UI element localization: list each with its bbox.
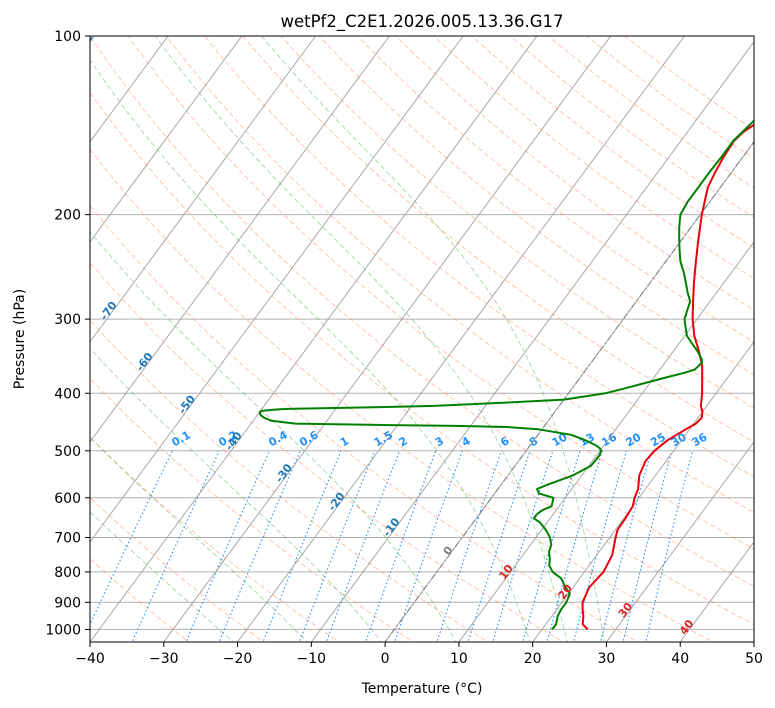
y-tick-label: 900 xyxy=(54,595,81,611)
dry-adiabat-line xyxy=(90,261,565,642)
dry-adiabat-line xyxy=(90,558,190,642)
isotherms xyxy=(90,36,754,642)
y-tick-label: 1000 xyxy=(45,622,81,638)
x-tick-label: 50 xyxy=(745,651,763,667)
mixing-ratio-line xyxy=(600,450,652,642)
isotherm-line xyxy=(90,36,317,343)
y-axis-label: Pressure (hPa) xyxy=(12,289,28,389)
dry-adiabat-line xyxy=(90,436,340,642)
y-tick-label: 800 xyxy=(54,565,81,581)
y-tick-label: 200 xyxy=(54,208,81,224)
isotherm-line xyxy=(605,441,754,642)
pressure-gridlines xyxy=(90,36,754,630)
isotherm-line xyxy=(90,36,464,543)
isotherm-line xyxy=(532,341,754,642)
dry-adiabat-line xyxy=(90,377,415,642)
isotherm-line xyxy=(310,41,754,642)
sounding-series xyxy=(258,119,754,631)
dry-adiabat-line xyxy=(90,204,639,642)
mixing-ratio-line xyxy=(325,450,401,642)
dry-adiabat-line xyxy=(394,36,754,311)
mixing-ratio-line xyxy=(645,450,694,642)
y-tick-label: 400 xyxy=(54,386,81,402)
x-tick-label: 30 xyxy=(598,651,616,667)
dry-adiabat-line xyxy=(90,91,754,626)
x-tick-label: 0 xyxy=(381,651,390,667)
moist-adiabat-line xyxy=(261,36,605,642)
y-tick-label: 500 xyxy=(54,444,81,460)
x-tick-label: 20 xyxy=(524,651,542,667)
y-tick-label: 300 xyxy=(54,312,81,328)
moist-adiabat-line xyxy=(90,230,457,642)
mixing-ratio-line xyxy=(365,450,437,642)
x-axis-label: Temperature (°C) xyxy=(361,681,483,697)
moist-adiabat-line xyxy=(154,36,568,642)
dry-adiabat-line xyxy=(165,36,754,514)
dewpoint-profile-line xyxy=(258,119,754,630)
isotherm-line xyxy=(90,36,538,642)
mixing-ratio-line xyxy=(90,450,173,626)
mixing-ratio-line xyxy=(546,450,603,642)
mixing-ratio-line xyxy=(572,450,628,642)
isotherm-line xyxy=(384,141,754,642)
x-tick-label: 40 xyxy=(671,651,689,667)
dry-adiabat-line xyxy=(90,36,754,587)
x-tick-label: −10 xyxy=(297,651,327,667)
mixing-ratio-line xyxy=(299,450,376,642)
isotherm-line xyxy=(90,36,169,143)
plot-frame xyxy=(89,35,755,643)
mixing-ratio-line xyxy=(522,450,581,642)
x-tick-label: 10 xyxy=(450,651,468,667)
y-tick-label: 700 xyxy=(54,531,81,547)
dry-adiabat-line xyxy=(90,319,490,642)
isotherm-line xyxy=(90,36,243,243)
x-axis-ticks: −40 −30 −20 −10 0 10 20 30 40 50 xyxy=(75,642,763,667)
dry-adiabat-line xyxy=(242,36,754,443)
dry-adiabat-line xyxy=(90,148,714,642)
y-tick-label: 600 xyxy=(54,491,81,507)
isotherm-line xyxy=(236,36,686,642)
x-tick-label: −20 xyxy=(223,651,253,667)
isotherm-line xyxy=(90,36,390,443)
y-tick-label: 100 xyxy=(54,29,81,45)
mixing-ratio-line xyxy=(492,450,554,642)
y-axis-ticks: 100 200 300 400 500 600 700 800 900 1000 xyxy=(45,29,90,638)
mixing-ratio-line xyxy=(622,450,673,642)
x-tick-label: −30 xyxy=(149,651,179,667)
dry-adiabat-line xyxy=(318,36,754,376)
x-tick-label: −40 xyxy=(75,651,105,667)
mixing-ratio-line xyxy=(394,450,464,642)
moist-adiabat-line xyxy=(90,58,531,642)
moist-adiabat-line xyxy=(90,347,383,642)
isotherm-line xyxy=(163,36,612,642)
chart-title: wetPf2_C2E1.2026.005.13.36.G17 xyxy=(280,12,563,32)
dry-adiabat-line xyxy=(203,36,754,478)
mixing-ratio-line xyxy=(436,450,502,642)
temperature-profile-line xyxy=(581,123,754,631)
